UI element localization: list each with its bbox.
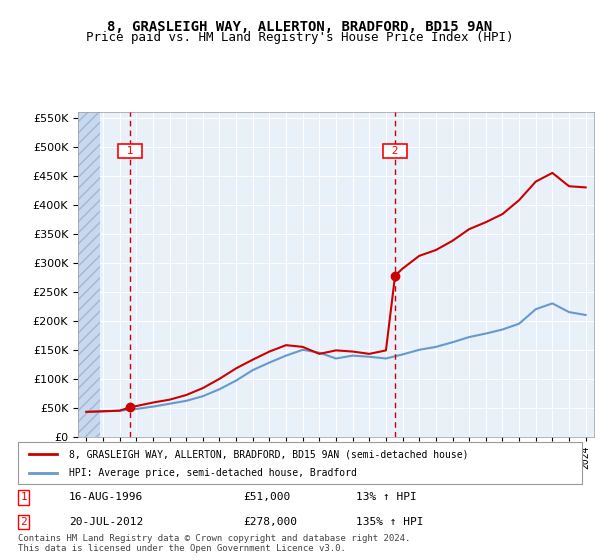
Text: Price paid vs. HM Land Registry's House Price Index (HPI): Price paid vs. HM Land Registry's House … [86,31,514,44]
Text: £278,000: £278,000 [244,517,298,527]
Text: 8, GRASLEIGH WAY, ALLERTON, BRADFORD, BD15 9AN (semi-detached house): 8, GRASLEIGH WAY, ALLERTON, BRADFORD, BD… [69,449,468,459]
Text: 135% ↑ HPI: 135% ↑ HPI [356,517,424,527]
Text: 1: 1 [120,146,140,156]
Text: 8, GRASLEIGH WAY, ALLERTON, BRADFORD, BD15 9AN: 8, GRASLEIGH WAY, ALLERTON, BRADFORD, BD… [107,20,493,34]
Text: 20-JUL-2012: 20-JUL-2012 [69,517,143,527]
Text: £51,000: £51,000 [244,492,291,502]
Text: 2: 2 [20,517,27,527]
Text: 16-AUG-1996: 16-AUG-1996 [69,492,143,502]
Text: Contains HM Land Registry data © Crown copyright and database right 2024.
This d: Contains HM Land Registry data © Crown c… [18,534,410,553]
Text: 2: 2 [385,146,405,156]
Text: 1: 1 [20,492,27,502]
FancyBboxPatch shape [18,442,582,484]
Text: HPI: Average price, semi-detached house, Bradford: HPI: Average price, semi-detached house,… [69,468,356,478]
Text: 13% ↑ HPI: 13% ↑ HPI [356,492,417,502]
